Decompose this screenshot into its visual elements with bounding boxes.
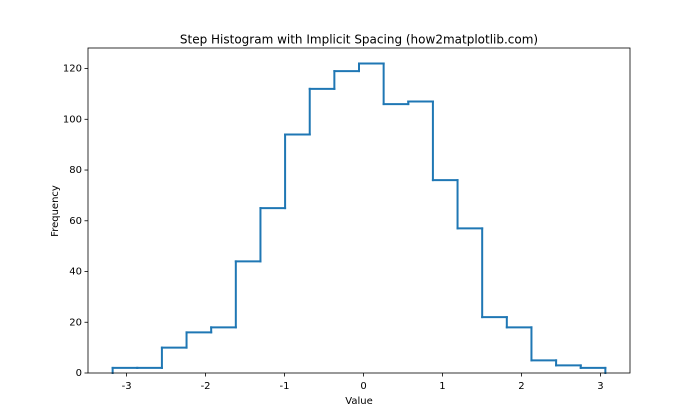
y-tick-label: 60 (69, 216, 82, 227)
plot-frame (87, 47, 631, 374)
chart-title: Step Histogram with Implicit Spacing (ho… (180, 33, 538, 47)
x-tick-label: 1 (439, 381, 445, 392)
x-tick-label: 2 (518, 381, 524, 392)
y-tick-label: 0 (76, 368, 82, 379)
x-tick-label: -3 (122, 381, 132, 392)
x-axis-label: Value (345, 396, 372, 407)
y-tick-label: 120 (63, 64, 82, 75)
x-tick-label: 0 (360, 381, 366, 392)
x-tick-label: 3 (597, 381, 603, 392)
y-tick-label: 40 (69, 267, 82, 278)
x-tick-label: -1 (280, 381, 290, 392)
y-tick-label: 100 (63, 114, 82, 125)
x-tick-label: -2 (201, 381, 211, 392)
y-axis-label: Frequency (50, 185, 61, 237)
y-tick-label: 20 (69, 317, 82, 328)
y-tick-label: 80 (69, 165, 82, 176)
